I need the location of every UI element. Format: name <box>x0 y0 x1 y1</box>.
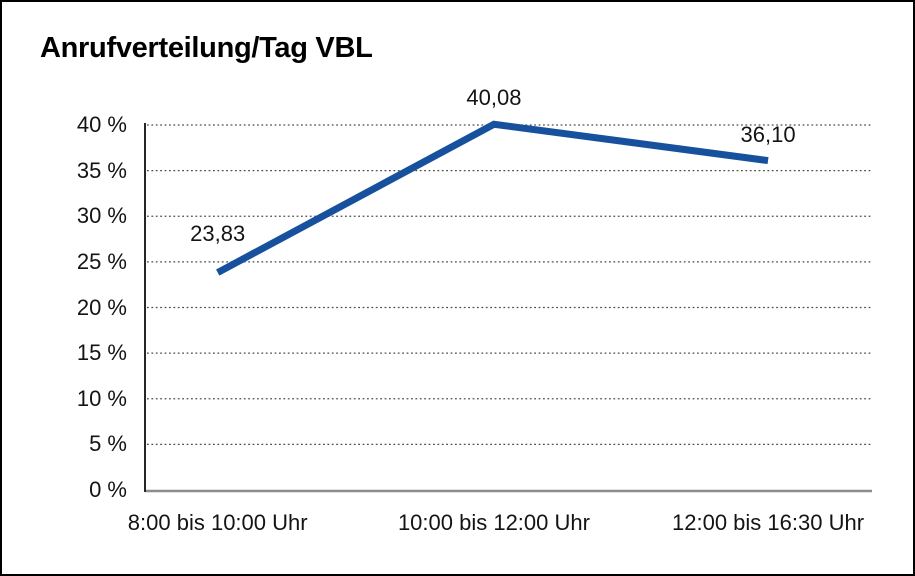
x-category-label: 10:00 bis 12:00 Uhr <box>397 510 590 535</box>
y-tick-label: 30 % <box>76 203 127 229</box>
y-tick-label: 0 % <box>89 477 127 502</box>
data-point-label: 23,83 <box>190 220 246 246</box>
y-tick-label: 5 % <box>89 431 127 457</box>
data-point-label: 40,08 <box>466 85 522 111</box>
data-series-line <box>216 120 769 276</box>
x-category-label: 12:00 bis 16:30 Uhr <box>672 510 865 535</box>
y-tick-label: 25 % <box>76 248 127 274</box>
y-tick-label: 20 % <box>76 294 127 320</box>
chart-title: Anrufverteilung/Tag VBL <box>40 32 373 64</box>
y-tick-label: 10 % <box>76 385 127 411</box>
y-tick-label: 40 % <box>76 112 127 137</box>
x-category-label: 8:00 bis 10:00 Uhr <box>127 510 308 535</box>
y-tick-label: 35 % <box>76 157 127 183</box>
y-tick-label: 15 % <box>76 340 127 366</box>
data-point-label: 36,10 <box>740 121 796 147</box>
